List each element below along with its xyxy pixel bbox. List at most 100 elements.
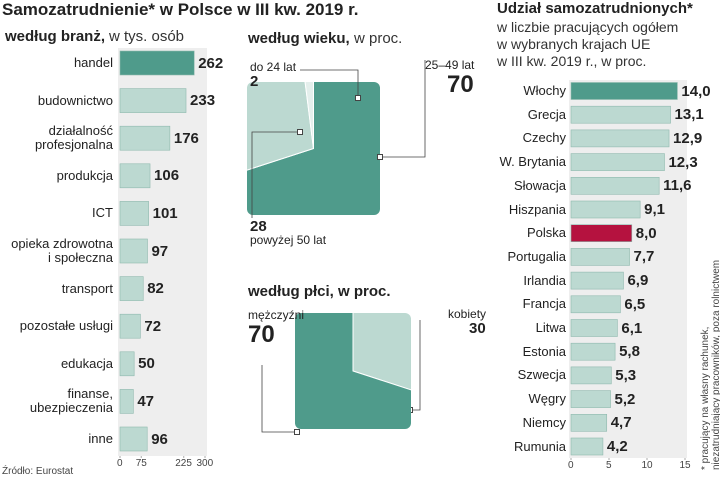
- category-label: transport: [61, 280, 113, 296]
- value-label: 97: [151, 242, 169, 260]
- chart-subtitle: w wybranych krajach UE: [497, 36, 651, 52]
- category-label: Węgry: [528, 391, 566, 407]
- bar: [119, 426, 148, 452]
- bar: [119, 50, 195, 76]
- bar: [570, 153, 665, 171]
- x-tick-label: 300: [196, 458, 214, 469]
- category-label: 25–49 lat: [425, 58, 475, 72]
- leader-dot: [297, 129, 303, 135]
- value-label: 50: [138, 355, 155, 373]
- category-label: kobiety: [448, 307, 487, 321]
- category-label: ICT: [92, 205, 113, 221]
- category-label: Szwecja: [517, 367, 566, 383]
- leader-dot: [377, 154, 383, 160]
- chart-title: według branż,: [5, 28, 106, 45]
- bar: [570, 319, 618, 337]
- category-label: Hiszpania: [508, 201, 566, 217]
- value-label: 2: [250, 73, 259, 90]
- value-label: 4,7: [610, 414, 632, 432]
- bar: [570, 366, 612, 385]
- value-label: 6,1: [621, 319, 643, 337]
- chart-unit: w proc.: [354, 30, 403, 47]
- value-label: 72: [144, 317, 162, 335]
- value-label: 82: [147, 280, 164, 298]
- category-label: Słowacja: [513, 177, 566, 193]
- bar: [570, 105, 671, 124]
- category-label: Portugalia: [507, 248, 566, 264]
- chart-title: według wieku,: [248, 30, 350, 47]
- category-label: mężczyźni: [248, 308, 305, 322]
- bar: [570, 390, 611, 408]
- value-label: 5,2: [614, 390, 636, 408]
- value-label: 233: [190, 92, 216, 110]
- category-label: pozostałe usługi: [19, 318, 113, 334]
- bar: [119, 313, 141, 339]
- slice: [247, 82, 315, 191]
- value-label: 262: [198, 54, 224, 72]
- x-tick-label: 0: [568, 460, 574, 471]
- chart-title: według płci, w proc.: [248, 283, 391, 300]
- bar: [119, 351, 135, 377]
- bar: [119, 125, 171, 151]
- value-label: 11,6: [663, 177, 692, 195]
- value-label: 14,0: [681, 82, 711, 100]
- bar: [570, 82, 678, 100]
- value-label: 176: [173, 129, 199, 147]
- value-label: 6,9: [627, 272, 649, 290]
- value-label: 12,3: [668, 153, 698, 171]
- x-tick-label: 5: [606, 460, 612, 471]
- x-tick-label: 0: [117, 458, 123, 469]
- value-label: 30: [469, 320, 486, 337]
- bar: [119, 238, 148, 264]
- category-label: Rumunia: [513, 438, 566, 454]
- leader-line: [380, 60, 426, 158]
- x-tick-label: 225: [175, 458, 192, 469]
- leader-dot: [294, 429, 300, 435]
- value-label: 47: [137, 392, 154, 410]
- category-label: opieka zdrowotna i społeczna: [11, 236, 113, 265]
- value-label: 70: [447, 71, 474, 98]
- leader-line: [300, 69, 359, 98]
- bar: [570, 200, 641, 219]
- bar: [570, 437, 604, 456]
- x-tick-label: 10: [641, 460, 653, 471]
- slice: [296, 82, 314, 149]
- bar: [119, 163, 151, 189]
- chart-title: Udział samozatrudnionych*: [497, 0, 693, 17]
- category-label: działalność profesjonalna: [34, 123, 113, 153]
- value-label: 106: [154, 167, 180, 185]
- value-label: 12,9: [673, 129, 703, 147]
- value-label: 70: [248, 321, 275, 348]
- category-label: budownictwo: [37, 92, 113, 108]
- bar: [119, 201, 149, 226]
- category-label: edukacja: [60, 355, 113, 371]
- category-label: inne: [88, 431, 113, 446]
- value-label: 6,5: [624, 295, 646, 313]
- bar: [570, 271, 624, 290]
- category-label: produkcja: [56, 167, 113, 183]
- value-label: 101: [152, 204, 178, 222]
- category-label: Polska: [526, 225, 566, 241]
- value-label: 96: [151, 430, 168, 448]
- slice: [352, 313, 411, 408]
- value-label: 28: [250, 218, 267, 235]
- bar: [119, 276, 144, 301]
- bar: [570, 248, 630, 266]
- footnote: * pracujący na własny rachunek,: [700, 326, 711, 470]
- footnote: niezatrudniający pracowników, poza rolni…: [711, 259, 720, 470]
- value-label: 8,0: [635, 224, 657, 242]
- bar: [119, 389, 134, 414]
- source: Źródło: Eurostat: [2, 466, 74, 477]
- bar: [570, 224, 633, 242]
- bar: [570, 342, 616, 361]
- category-label: Estonia: [522, 343, 566, 359]
- chart-subtitle: w liczbie pracujących ogółem: [497, 19, 679, 35]
- category-label: Litwa: [535, 320, 566, 335]
- value-label: 5,8: [619, 343, 640, 361]
- category-label: W. Brytania: [499, 154, 566, 170]
- category-label: Irlandia: [523, 272, 566, 288]
- category-label: handel: [73, 55, 113, 70]
- category-label: Grecja: [527, 106, 566, 122]
